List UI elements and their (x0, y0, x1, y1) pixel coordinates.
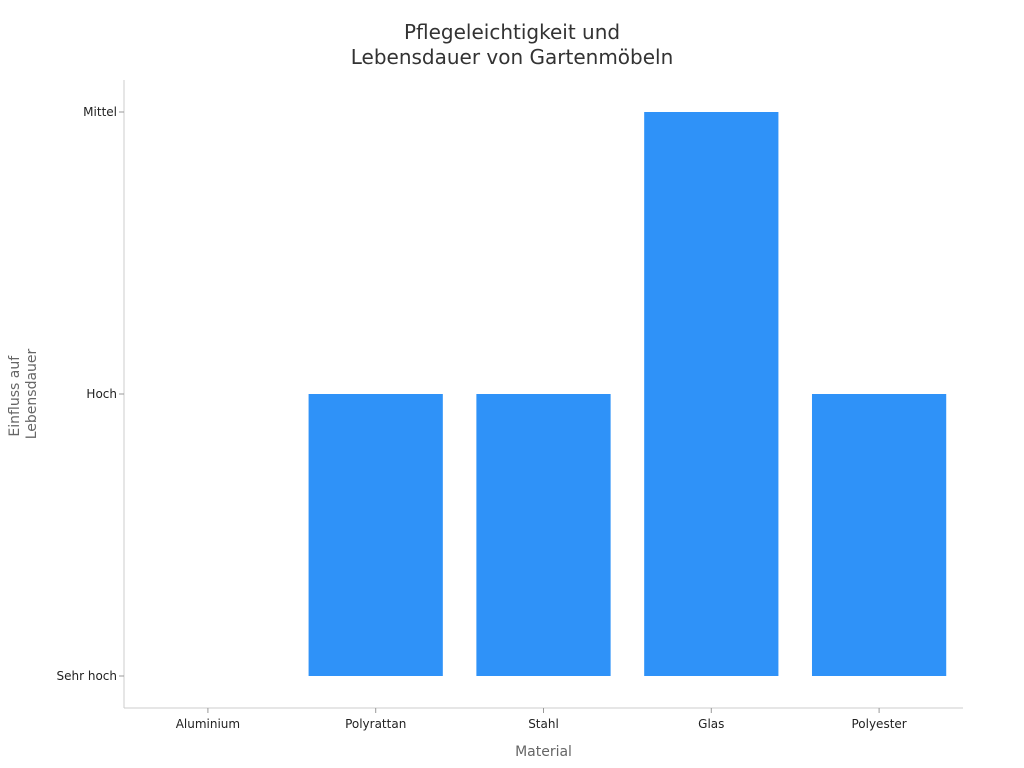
bar-polyrattan (308, 394, 443, 676)
y-axis-title-line-1: Einfluss auf (7, 355, 23, 437)
x-tick-label: Glas (698, 717, 724, 731)
bar-glas (644, 112, 779, 676)
bar-stahl (476, 394, 611, 676)
x-axis-ticks: Aluminium Polyrattan Stahl Glas Polyester (176, 708, 907, 731)
y-axis-title-line-2: Lebensdauer (24, 348, 40, 439)
x-tick-label: Stahl (528, 717, 559, 731)
x-axis-title: Material (515, 744, 572, 760)
y-tick-label: Mittel (83, 105, 117, 119)
y-tick-label: Hoch (86, 387, 117, 401)
y-tick-label: Sehr hoch (56, 669, 117, 683)
x-tick-label: Aluminium (176, 717, 240, 731)
bars (308, 112, 947, 676)
x-tick-label: Polyester (851, 717, 906, 731)
y-axis-title: Einfluss auf Lebensdauer (7, 348, 40, 439)
chart-title-line-2: Lebensdauer von Gartenmöbeln (350, 45, 674, 69)
chart-title: Pflegeleichtigkeit und Lebensdauer von G… (0, 20, 1024, 70)
bar-polyester (811, 394, 947, 676)
x-tick-label: Polyrattan (345, 717, 406, 731)
y-axis-ticks: Sehr hoch Hoch Mittel (56, 105, 124, 683)
chart-title-line-1: Pflegeleichtigkeit und (403, 20, 621, 44)
